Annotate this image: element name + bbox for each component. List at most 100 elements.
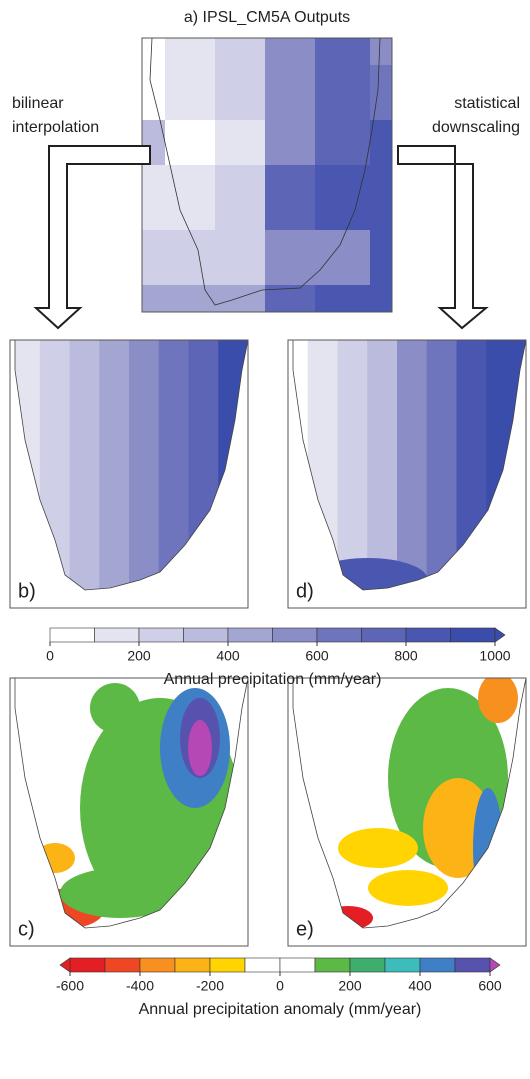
- frame: [9, 339, 249, 609]
- colorbar-bin: [316, 627, 362, 643]
- grid-cell: [165, 165, 216, 231]
- shade: [60, 868, 180, 918]
- colorbar-bin: [361, 627, 407, 643]
- colorbar-label: Annual precipitation anomaly (mm/year): [139, 1001, 422, 1018]
- colorbar-extend: [59, 957, 71, 973]
- coastline: [292, 677, 527, 929]
- grid-cell: [315, 165, 371, 231]
- tick-label: 200: [127, 648, 151, 664]
- grid-cell: [265, 65, 316, 121]
- shade: [323, 906, 373, 928]
- grid-cell: [142, 38, 166, 66]
- grid-cell: [315, 285, 371, 313]
- colorbar-bin: [454, 957, 491, 973]
- colorbar-bin: [49, 627, 95, 643]
- colorbar-bin: [209, 957, 246, 973]
- shade: [308, 558, 428, 590]
- tick-label: 600: [478, 978, 502, 994]
- grid-cell: [215, 285, 266, 313]
- grid-cell: [265, 230, 316, 286]
- arrow-label: downscaling: [432, 119, 520, 136]
- colorbar-bin: [450, 627, 496, 643]
- map-panel: b): [9, 339, 249, 609]
- grid-cell: [142, 230, 166, 286]
- grid-cell: [215, 165, 266, 231]
- coastline: [14, 339, 249, 591]
- grid-cell: [265, 120, 316, 166]
- grid-cell: [165, 65, 216, 121]
- grid-cell: [165, 285, 216, 313]
- colorbar-bin: [104, 957, 141, 973]
- arrow-label: bilinear: [12, 95, 64, 112]
- colorbar-bin: [419, 957, 456, 973]
- colorbar-label: Annual precipitation (mm/year): [164, 671, 382, 688]
- tick-label: 400: [216, 648, 240, 664]
- grid-cell: [370, 120, 393, 166]
- grid-cell: [215, 38, 266, 66]
- grid-cell: [165, 230, 216, 286]
- grid-cell: [315, 65, 371, 121]
- colorbar-bin: [405, 627, 451, 643]
- tick-label: 400: [408, 978, 432, 994]
- arrow-label: statistical: [454, 95, 520, 112]
- colorbar-bin: [244, 957, 281, 973]
- tick-label: 800: [394, 648, 418, 664]
- panel-label: e): [296, 918, 314, 940]
- colorbar-extend: [494, 627, 506, 643]
- colorbar-bin: [138, 627, 184, 643]
- arrow: [33, 145, 151, 330]
- colorbar-bin: [384, 957, 421, 973]
- grid-cell: [265, 165, 316, 231]
- coastline: [292, 339, 527, 591]
- tick-label: -400: [126, 978, 154, 994]
- grid-cell: [370, 230, 393, 286]
- tick-label: 600: [305, 648, 329, 664]
- colorbar-bin: [314, 957, 351, 973]
- frame: [287, 677, 527, 947]
- coastline: [149, 37, 381, 306]
- colorbar-bin: [279, 957, 316, 973]
- colorbar-bin: [139, 957, 176, 973]
- arrow-label: interpolation: [12, 119, 99, 136]
- grid-cell: [370, 65, 393, 121]
- shade: [368, 870, 448, 906]
- tick-label: -200: [196, 978, 224, 994]
- grid-cell: [142, 165, 166, 231]
- shade: [35, 843, 75, 873]
- grid-cell: [315, 120, 371, 166]
- tick-label: 200: [338, 978, 362, 994]
- grid-cell: [370, 165, 393, 231]
- tick-label: 0: [276, 978, 284, 994]
- panel-label: c): [18, 918, 35, 940]
- colorbar-bin: [349, 957, 386, 973]
- colorbar-bin: [174, 957, 211, 973]
- map-panel: c): [9, 677, 249, 947]
- tick-label: -600: [56, 978, 84, 994]
- map-panel: d): [287, 339, 527, 609]
- frame: [141, 37, 393, 313]
- colorbar-bin: [69, 957, 106, 973]
- grid-cell: [265, 38, 316, 66]
- land: [15, 340, 248, 590]
- shade: [90, 683, 140, 733]
- grid-cell: [370, 285, 393, 313]
- shade: [188, 720, 212, 776]
- colorbar-bin: [94, 627, 140, 643]
- shade: [218, 340, 248, 590]
- arrow: [397, 145, 489, 330]
- tick-label: 0: [46, 648, 54, 664]
- colorbar-bin: [272, 627, 318, 643]
- map-panel: e): [287, 677, 527, 947]
- grid-cell: [315, 38, 371, 66]
- grid-cell: [165, 120, 216, 166]
- panel-a: [141, 37, 393, 313]
- panel-label: b): [18, 580, 36, 602]
- tick-label: 1000: [479, 648, 510, 664]
- shade: [486, 340, 526, 590]
- grid-cell: [215, 65, 266, 121]
- land: [293, 678, 526, 928]
- grid-cell: [142, 65, 166, 121]
- grid-cell: [215, 230, 266, 286]
- shade: [338, 828, 418, 868]
